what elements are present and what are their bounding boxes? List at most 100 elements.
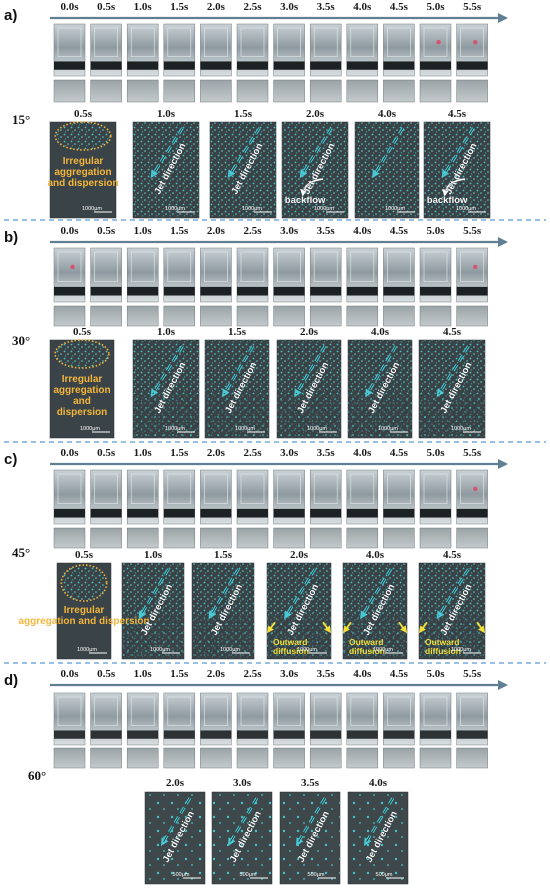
scale-label: 1000μm: [220, 647, 240, 653]
photo-base: [346, 61, 378, 70]
time-label: 1.0s: [134, 225, 153, 237]
photo-base: [456, 286, 488, 296]
closeup-photo: [309, 305, 342, 327]
closeup-photo: [383, 305, 415, 327]
closeup-photo: [456, 305, 488, 327]
time-label: 5.0s: [426, 447, 445, 459]
scale-label: 1000μm: [165, 426, 185, 432]
micrograph-lower-region: [133, 393, 199, 438]
micro-time-label: 1.0s: [144, 549, 163, 561]
irregular-label: aggregation: [54, 167, 111, 178]
photo-container: [460, 696, 484, 726]
closeup-photo: [273, 527, 305, 549]
scale-label: 1000μm: [150, 647, 170, 653]
closeup-photo: [163, 527, 196, 549]
irregular-label: aggregation and dispersion: [18, 616, 149, 627]
time-label: 3.5s: [317, 225, 336, 237]
time-label: 4.0s: [353, 668, 372, 680]
closeup-photo: [236, 79, 269, 103]
photo-base: [127, 508, 159, 518]
photo-base: [90, 286, 122, 296]
time-label: 0.0s: [60, 225, 79, 237]
scale-label: 1000μm: [451, 647, 471, 653]
photo-container: [57, 696, 82, 726]
photo-container: [387, 696, 411, 726]
scale-label: 1000μm: [307, 426, 327, 432]
timelines: [50, 13, 508, 690]
jet-arrow-outline: [223, 345, 254, 395]
closeup-photo: [90, 305, 122, 327]
photo-container: [130, 473, 155, 505]
time-label: 2.0s: [207, 447, 226, 459]
aggregation-ellipse: [60, 564, 108, 602]
photo-base: [346, 286, 378, 296]
time-label: 4.0s: [353, 225, 372, 237]
closeup-photo: [346, 747, 379, 769]
photo-container: [313, 251, 338, 283]
closeup-photo: [273, 305, 305, 327]
scale-label: 1000μm: [373, 647, 393, 653]
time-label: 4.0s: [353, 447, 372, 459]
outward-label: diffusion: [349, 646, 385, 656]
outward-arrow-left: [266, 621, 276, 634]
photo-base: [456, 61, 488, 70]
scale-label: 1000μm: [235, 426, 255, 432]
micrograph-lower-region: [419, 393, 485, 438]
micro-time-label: 2.0s: [300, 326, 319, 338]
photo-container: [460, 27, 484, 57]
time-label: 2.0s: [207, 1, 226, 13]
irregular-label: dispersion: [57, 407, 108, 418]
laser-spot: [436, 40, 441, 45]
micrograph-lower-region: [348, 393, 412, 438]
aggregation-ellipse: [54, 339, 110, 369]
irregular-label: Irregular: [63, 156, 104, 167]
photo-base: [90, 730, 122, 739]
micrograph-image: [209, 121, 277, 219]
closeup-photo: [456, 747, 488, 769]
photo-container: [204, 251, 228, 283]
time-label: 5.5s: [463, 447, 482, 459]
outward-label: Outward: [425, 637, 459, 647]
jet-arrow-outline: [229, 797, 258, 843]
closeup-photo: [90, 79, 122, 103]
angle-label: 60°: [28, 768, 46, 783]
time-label: 3.0s: [280, 1, 299, 13]
time-label: 2.5s: [243, 225, 262, 237]
closeup-photo: [126, 527, 159, 549]
micro-time-label: 3.5s: [301, 777, 320, 789]
closeup-photo: [346, 79, 379, 103]
photo-container: [130, 27, 155, 57]
time-label: 2.0s: [207, 668, 226, 680]
closeup-photo: [419, 747, 452, 769]
time-label: 3.0s: [280, 225, 299, 237]
photo-container: [350, 251, 375, 283]
photo-container: [240, 696, 265, 726]
photo-container: [240, 473, 265, 505]
photo-container: [204, 696, 228, 726]
time-label: 0.5s: [97, 1, 116, 13]
photo-base: [273, 508, 305, 518]
closeup-photo: [309, 747, 342, 769]
jet-arrow-outline: [438, 345, 469, 395]
micro-time-label: 0.5s: [74, 108, 93, 120]
time-label: 3.5s: [317, 668, 336, 680]
photo-base: [420, 508, 451, 518]
closeup-photo: [273, 79, 305, 103]
jet-arrow-outline: [285, 568, 316, 617]
panel-label: b): [4, 229, 18, 246]
time-label: 1.0s: [134, 447, 153, 459]
photo-base: [383, 730, 415, 739]
jet-arrow-outline: [366, 345, 397, 395]
photo-base: [200, 286, 232, 296]
time-label: 4.0s: [353, 1, 372, 13]
jet-arrow-outline: [162, 797, 191, 843]
photo-base: [456, 508, 488, 518]
photo-container: [387, 473, 411, 505]
laser-spot: [473, 486, 478, 492]
photo-base: [54, 730, 85, 739]
photo-container: [423, 696, 448, 726]
separator-lines: [4, 219, 546, 664]
micro-time-label: 2.0s: [290, 549, 309, 561]
photo-base: [420, 730, 451, 739]
micro-time-label: 2.0s: [306, 108, 325, 120]
